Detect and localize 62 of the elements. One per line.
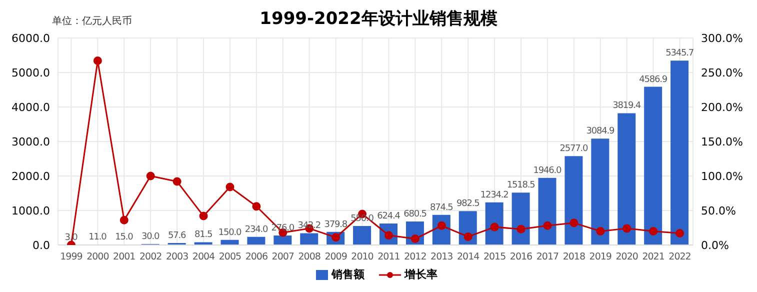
- x-tick-label: 2020: [616, 252, 638, 263]
- data-label: 624.4: [377, 211, 401, 222]
- x-tick-label: 2005: [218, 252, 242, 263]
- y2-tick-label: 100.0%: [701, 170, 743, 183]
- y2-tick-label: 250.0%: [701, 66, 743, 80]
- legend-label: 销售额: [330, 267, 364, 282]
- x-tick-label: 2018: [562, 252, 586, 263]
- x-tick-label: 1999: [60, 252, 83, 263]
- x-tick-label: 2011: [378, 252, 400, 263]
- x-tick-label: 2008: [298, 252, 321, 263]
- x-tick-label: 2003: [166, 252, 189, 263]
- x-tick-label: 2019: [589, 252, 612, 263]
- data-label: 1946.0: [533, 166, 562, 176]
- data-label: 234.0: [244, 224, 268, 235]
- data-label: 15.0: [115, 232, 134, 242]
- y2-tick-label: 300.0%: [701, 32, 743, 45]
- y-tick-label: 0.0: [32, 238, 50, 252]
- x-tick-label: 2016: [510, 252, 533, 263]
- chart-title: 1999-2022年设计业销售规模: [260, 9, 498, 29]
- legend-label: 增长率: [403, 267, 438, 282]
- data-label: 81.5: [194, 230, 212, 240]
- y2-tick-label: 150.0%: [701, 135, 743, 148]
- text: 单位：亿元人民币: [52, 14, 132, 28]
- data-label: 1518.5: [506, 180, 535, 191]
- x-tick-label: 2022: [668, 252, 692, 263]
- x-tick-label: 2004: [192, 252, 216, 263]
- y2-tick-label: 200.0%: [701, 100, 743, 114]
- x-tick-label: 2021: [642, 252, 665, 263]
- x-tick-label: 2015: [483, 252, 506, 263]
- data-label: 30.0: [142, 232, 160, 242]
- y2-tick-label: 0.0%: [701, 238, 729, 252]
- data-label: 3819.4: [612, 101, 642, 112]
- x-tick-label: 2001: [113, 252, 136, 263]
- y2-tick-label: 50.0%: [701, 204, 736, 218]
- x-tick-label: 2007: [272, 252, 294, 263]
- data-label: 11.0: [88, 232, 108, 243]
- data-label: 3084.9: [586, 126, 615, 137]
- data-label: 150.0: [218, 228, 242, 238]
- data-label: 379.8: [324, 220, 348, 230]
- x-tick-label: 2002: [140, 252, 162, 263]
- x-tick-label: 2012: [404, 252, 427, 263]
- data-label: 4586.9: [639, 74, 668, 85]
- x-tick-label: 2010: [351, 252, 374, 263]
- y-tick-label: 1000.0: [12, 204, 50, 218]
- data-label: 874.5: [430, 202, 453, 213]
- data-label: 982.5: [456, 199, 480, 210]
- x-tick-label: 2017: [536, 252, 560, 263]
- x-tick-label: 2014: [457, 252, 480, 263]
- y-tick-label: 3000.0: [12, 135, 50, 148]
- data-label: 5345.7: [666, 48, 694, 59]
- data-label: 57.6: [168, 231, 187, 242]
- y-tick-label: 2000.0: [12, 170, 50, 183]
- y-tick-label: 5000.0: [12, 66, 50, 80]
- x-tick-label: 2006: [245, 252, 268, 263]
- data-label: 680.5: [404, 210, 426, 220]
- y-tick-label: 6000.0: [12, 32, 50, 45]
- data-label: 1234.2: [480, 190, 508, 200]
- x-tick-label: 2013: [430, 252, 454, 263]
- data-label: 2577.0: [560, 144, 589, 154]
- y-tick-label: 4000.0: [12, 100, 50, 114]
- x-tick-label: 2009: [324, 252, 348, 263]
- x-tick-label: 2000: [86, 252, 110, 263]
